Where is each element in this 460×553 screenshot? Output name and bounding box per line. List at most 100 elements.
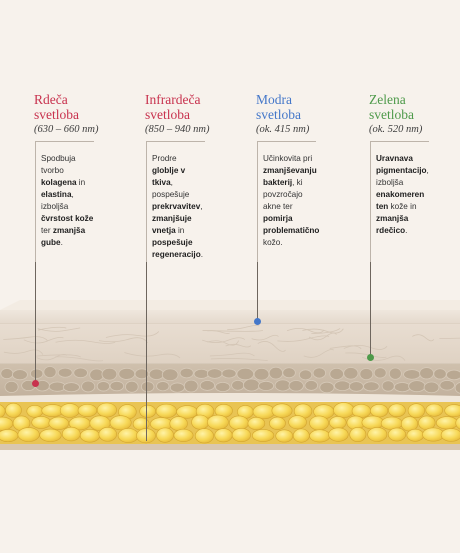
description-line: elastina, [41,189,121,201]
fat-cell [17,427,40,442]
tissue-cell [329,368,344,381]
green-light-marker [367,354,374,361]
description-text: , [426,166,429,175]
fat-cell [370,404,389,418]
tissue-cell [363,381,380,392]
description-emphasis: ten [376,202,389,211]
description-emphasis: gube [41,238,61,247]
fat-cell [136,428,156,444]
fat-cell [444,404,460,418]
infrared-light-range: (850 – 940 nm) [145,124,210,135]
tissue-cell [343,367,359,380]
tissue-cell [304,380,319,391]
tissue-cell [258,380,274,391]
dermis-fiber [105,331,160,338]
description-line: kožo. [263,237,343,249]
fat-cell [252,429,275,442]
tissue-cell [359,368,374,381]
fat-cell [31,416,51,429]
fat-cell [288,415,307,430]
description-line: ter zmanjša [41,225,121,237]
blue-light-heading: Modra svetloba (ok. 415 nm) [256,92,356,135]
description-line: zmanjševanju [263,165,343,177]
dermis-fiber [209,352,255,357]
tissue-cell [179,367,194,379]
fat-cell [231,427,251,442]
fat-cell [191,414,210,430]
skin-cross-section [0,300,460,450]
dermis-fiber [36,353,68,361]
description-text: . [60,238,63,247]
dermis-fiber [227,325,260,331]
description-emphasis: elastina [41,190,72,199]
description-text: Prodre [152,154,177,163]
fat-cell [0,404,6,419]
tissue-cell [373,367,387,379]
fat-cell [98,427,117,442]
red-light-marker [32,380,39,387]
dermis-fiber [251,334,279,341]
description-line: povzročajo [263,189,343,201]
dermis-fiber [3,336,49,342]
tissue-cell [89,368,105,382]
fat-cell [361,415,384,430]
green-light-frame [370,141,429,262]
fat-cell [349,427,367,443]
dermis-fiber [3,349,44,355]
dermis-fiber [124,352,181,359]
fat-cell [380,416,403,430]
fat-cell [214,428,233,443]
description-text: , [170,178,173,187]
title-line-1: Zelena [369,92,406,107]
dermis-fiber [38,326,67,331]
tissue-cell [403,369,421,380]
description-emphasis: rdečico [376,226,406,235]
dermis-fiber [412,334,435,342]
green-light-title: Zelena svetloba [369,92,460,122]
dermis-fiber [303,349,334,358]
tissue-cell [43,366,57,379]
tissue-cell [236,367,255,381]
description-line: izboljša [41,201,121,213]
fat-cell [77,404,98,417]
description-line: rdečico. [376,225,456,237]
tissue-cell [96,381,111,392]
title-line-2: svetloba [369,107,414,122]
infrared-light-title: Infrardeča svetloba [145,92,245,122]
dermis-fiber [23,336,64,344]
dermis-fiber [202,337,246,343]
fat-cell [169,416,188,431]
description-text: kože in [388,202,417,211]
red-light-range: (630 – 660 nm) [34,124,99,135]
tissue-cell [274,379,291,392]
tissue-cell [206,368,223,379]
fat-cell [309,415,329,431]
tissue-cell [161,368,179,382]
title-line-1: Modra [256,92,292,107]
description-line: Učinkovita pri [263,153,343,165]
blue-light-description: Učinkovita pri zmanjševanju bakterij, ki po… [263,153,343,249]
title-line-1: Infrardeča [145,92,201,107]
fat-cell [333,402,355,418]
dermis-fiber [210,358,268,361]
fat-cell [435,416,459,430]
tissue-cell [454,382,460,394]
description-emphasis: enakomeren [376,190,425,199]
description-emphasis: prekrvavitev [152,202,201,211]
fat-cell [328,427,349,442]
tissue-cell [231,379,245,391]
description-line: problematično [263,225,343,237]
tissue-cell [134,368,150,380]
description-emphasis: vnetja [152,226,176,235]
tissue-cell [312,367,326,379]
infrared-light-leader [146,141,147,441]
description-line: čvrstost kože [41,213,121,225]
description-line: bakterij, ki [263,177,343,189]
title-line-2: svetloba [34,107,79,122]
fat-cell [440,428,460,442]
tissue-cell [408,380,426,393]
description-line: gube. [41,237,121,249]
description-emphasis: kolagena [41,178,77,187]
tissue-cell [334,380,351,392]
